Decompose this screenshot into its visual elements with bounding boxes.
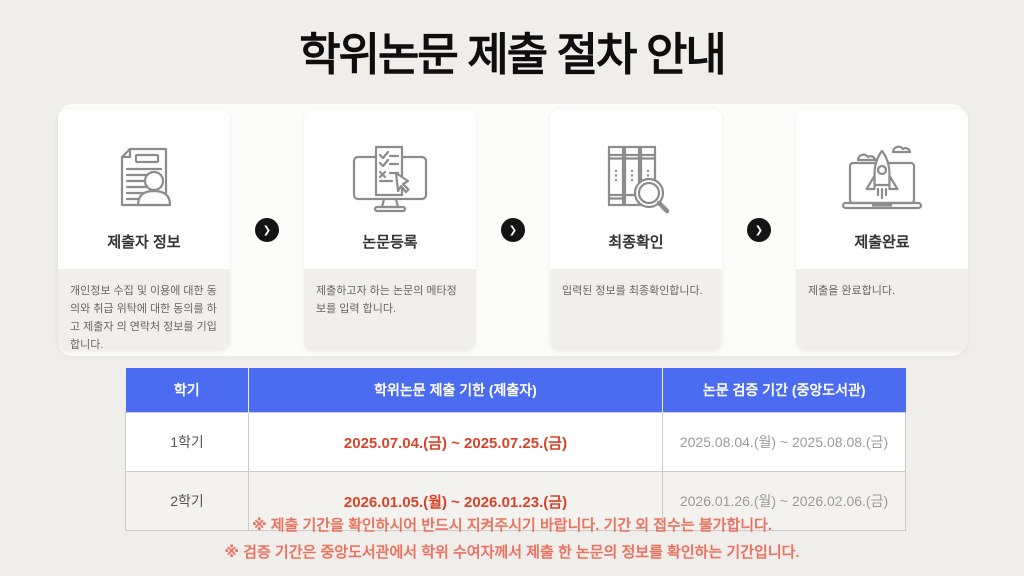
- note-submission-period: ※ 제출 기간을 확인하시어 반드시 지켜주시기 바랍니다. 기간 외 접수는 …: [252, 517, 772, 534]
- table-row: 1학기 2025.07.04.(금) ~ 2025.07.25.(금) 2025…: [125, 412, 906, 472]
- step-card-top: 제출완료: [796, 109, 968, 269]
- step-card-top: 최종확인: [550, 109, 722, 269]
- step-title: 최종확인: [608, 234, 664, 251]
- books-magnifier-icon: [588, 139, 684, 223]
- step-card-thesis-registration: 논문등록 제출하고자 하는 논문의 메타정보를 입력 합니다.: [304, 109, 476, 351]
- semester-cell: 1학기: [125, 412, 249, 472]
- step-title: 제출자 정보: [107, 234, 181, 251]
- table-header-row: 학기 학위논문 제출 기한 (제출자) 논문 검증 기간 (중앙도서관): [125, 368, 906, 413]
- step-description: 제출을 완료합니다.: [796, 269, 968, 351]
- submission-period-cell: 2025.07.04.(금) ~ 2025.07.25.(금): [248, 412, 663, 472]
- page-title: 학위논문 제출 절차 안내: [299, 29, 727, 80]
- step-card-submitter-info: 제출자 정보 개인정보 수집 및 이용에 대한 동의와 취급 위탁에 대한 동의…: [58, 109, 230, 351]
- header-semester: 학기: [125, 368, 249, 413]
- next-arrow-icon: ❯: [255, 218, 279, 242]
- step-description: 제출하고자 하는 논문의 메타정보를 입력 합니다.: [304, 269, 476, 351]
- laptop-rocket-icon: [830, 139, 934, 223]
- step-title: 제출완료: [854, 234, 910, 251]
- header-submission-deadline: 학위논문 제출 기한 (제출자): [248, 368, 663, 413]
- verification-period-cell: 2026.01.26.(월) ~ 2026.02.06.(금): [662, 471, 906, 531]
- step-card-submission-complete: 제출완료 제출을 완료합니다.: [796, 109, 968, 351]
- submission-periods-table: 학기 학위논문 제출 기한 (제출자) 논문 검증 기간 (중앙도서관) 1학기…: [125, 368, 906, 531]
- step-card-top: 논문등록: [304, 109, 476, 269]
- note-verification-period: ※ 검증 기간은 중앙도서관에서 학위 수여자께서 제출 한 논문의 정보를 확…: [224, 544, 800, 561]
- step-card-top: 제출자 정보: [58, 109, 230, 269]
- submission-period-cell: 2026.01.05.(월) ~ 2026.01.23.(금): [248, 471, 663, 531]
- step-card-final-check: 최종확인 입력된 정보를 최종확인합니다.: [550, 109, 722, 351]
- next-arrow-icon: ❯: [501, 218, 525, 242]
- step-description: 입력된 정보를 최종확인합니다.: [550, 269, 722, 351]
- monitor-checklist-icon: [342, 139, 438, 223]
- document-person-icon: [96, 139, 192, 223]
- verification-period-cell: 2025.08.04.(월) ~ 2025.08.08.(금): [662, 412, 906, 472]
- step-title: 논문등록: [362, 234, 418, 251]
- step-description: 개인정보 수집 및 이용에 대한 동의와 취급 위탁에 대한 동의를 하고 제출…: [58, 269, 230, 351]
- semester-cell: 2학기: [125, 471, 249, 531]
- steps-panel: 제출자 정보 개인정보 수집 및 이용에 대한 동의와 취급 위탁에 대한 동의…: [58, 104, 968, 356]
- table-row: 2학기 2026.01.05.(월) ~ 2026.01.23.(금) 2026…: [125, 471, 906, 531]
- header-verification-period: 논문 검증 기간 (중앙도서관): [662, 368, 906, 413]
- next-arrow-icon: ❯: [747, 218, 771, 242]
- footnotes: ※ 제출 기간을 확인하시어 반드시 지켜주시기 바랍니다. 기간 외 접수는 …: [0, 512, 1024, 566]
